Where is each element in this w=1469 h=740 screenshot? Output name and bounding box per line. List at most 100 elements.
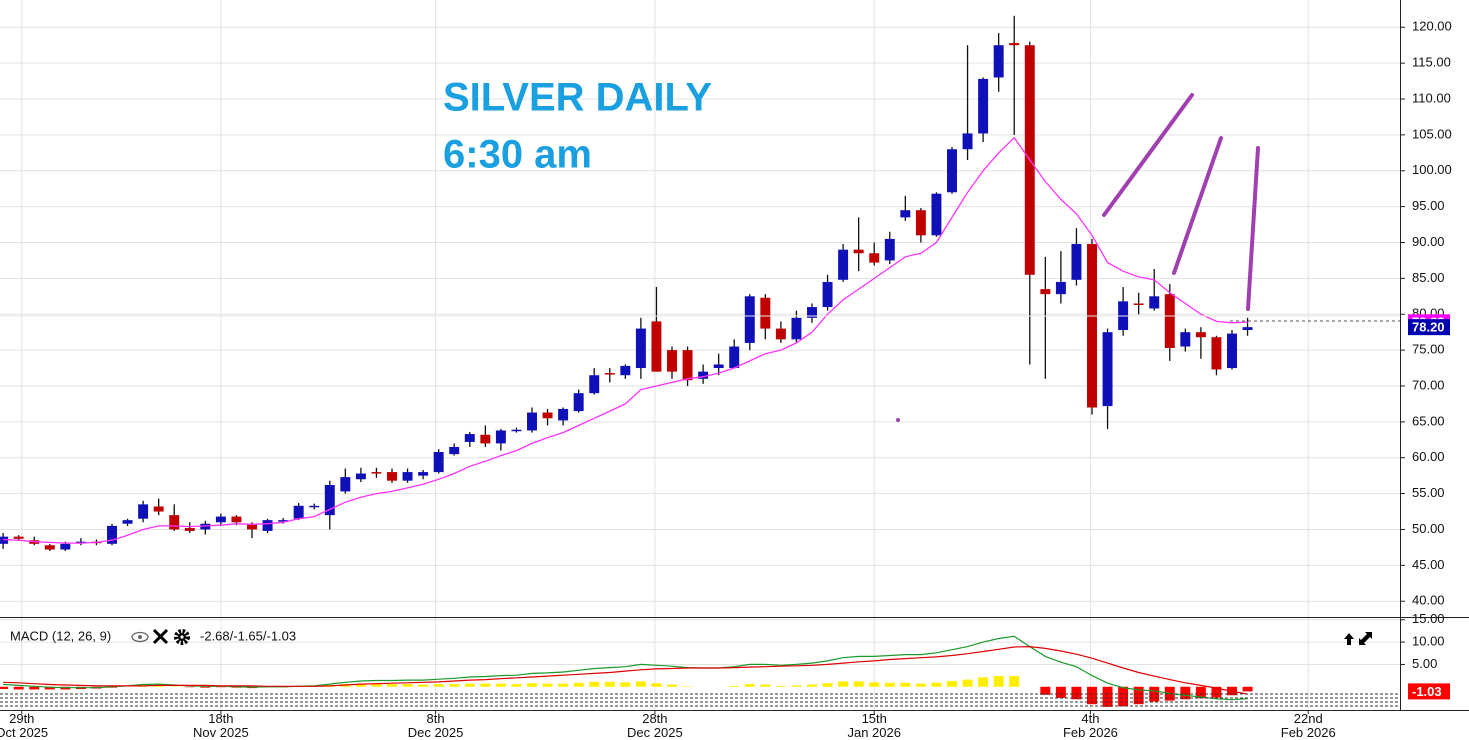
- candle-body: [1040, 289, 1051, 295]
- candle-body: [651, 321, 662, 372]
- candle-body: [402, 472, 413, 481]
- candle-body: [589, 375, 600, 394]
- candle-body: [138, 504, 149, 519]
- candle-body: [371, 472, 382, 474]
- chart-subtitle: 6:30 am: [443, 133, 592, 177]
- candle-body: [293, 505, 304, 519]
- price-marker: [1408, 683, 1450, 700]
- candle-body: [822, 281, 833, 308]
- candle-body: [527, 412, 537, 431]
- settings-icon[interactable]: [174, 629, 190, 645]
- macd-dashes: [0, 693, 1400, 707]
- histogram-bar: [355, 683, 366, 687]
- histogram-bar: [527, 683, 537, 687]
- candle-body: [1149, 296, 1160, 309]
- histogram-bar: [1040, 686, 1051, 695]
- histogram-bar: [915, 683, 926, 687]
- histogram-bar: [744, 684, 755, 687]
- candle-body: [278, 520, 289, 522]
- candle-body: [324, 484, 335, 516]
- histogram-bar: [511, 684, 522, 687]
- candle-body: [44, 545, 55, 550]
- histogram-bar: [480, 683, 491, 687]
- histogram-bar: [791, 685, 802, 687]
- histogram-bar: [1211, 686, 1222, 698]
- candle-body: [433, 451, 444, 473]
- trend-annotation: [1246, 146, 1260, 311]
- y-tick-label: 10.00: [1412, 634, 1445, 649]
- x-tick-label: 18th Nov 2025: [193, 711, 249, 740]
- move-icon[interactable]: [1344, 632, 1372, 645]
- candle-body: [542, 412, 553, 419]
- candle-body: [729, 346, 740, 369]
- histogram-bar: [822, 683, 833, 687]
- x-tick-label: 29th Oct 2025: [0, 711, 49, 740]
- histogram-bar: [900, 682, 911, 687]
- histogram-bar: [558, 683, 569, 687]
- candle-body: [1242, 327, 1253, 331]
- candle-body: [340, 477, 351, 492]
- histogram-bar: [200, 686, 211, 688]
- x-tick-label: 4th Feb 2026: [1062, 711, 1118, 740]
- histogram-bar: [1102, 686, 1113, 707]
- x-tick-label: 22nd Feb 2026: [1280, 711, 1336, 740]
- candle-body: [775, 328, 786, 340]
- price-marker-label: -1.03: [1412, 684, 1442, 699]
- histogram-bar: [729, 685, 740, 687]
- histogram-bar: [573, 682, 584, 687]
- y-tick-label: 115.00: [1412, 55, 1451, 70]
- y-tick-label: 100.00: [1412, 162, 1452, 177]
- candle-body: [744, 296, 755, 343]
- histogram-bar: [931, 682, 942, 687]
- candle-body: [573, 393, 584, 412]
- candle-body: [698, 371, 709, 379]
- histogram-bar: [13, 686, 24, 690]
- candle-body: [558, 408, 569, 421]
- histogram-bar: [978, 677, 989, 687]
- candle-body: [1055, 281, 1066, 295]
- remove-icon[interactable]: [152, 628, 169, 645]
- y-tick-label: 50.00: [1412, 521, 1445, 536]
- candle-body: [713, 364, 724, 369]
- histogram-bar: [807, 684, 817, 687]
- candle-body: [1211, 337, 1222, 370]
- indicator-line: [3, 635, 1248, 701]
- y-tick-label: 105.00: [1412, 126, 1452, 141]
- candle-body: [978, 78, 989, 134]
- candle-body: [184, 528, 195, 531]
- grid: [0, 0, 1400, 710]
- candle-body: [962, 133, 973, 150]
- histogram-bar: [962, 679, 973, 687]
- candle-body: [1133, 303, 1144, 305]
- candle-body: [853, 249, 864, 254]
- histogram-bar: [869, 682, 880, 687]
- y-tick-label: 60.00: [1412, 449, 1445, 464]
- candle-body: [1195, 332, 1206, 338]
- y-tick-label: 95.00: [1412, 198, 1445, 213]
- candle-body: [620, 365, 631, 376]
- eye-icon[interactable]: [131, 631, 149, 643]
- y-tick-label: 40.00: [1412, 593, 1445, 608]
- histogram-bar: [667, 684, 677, 687]
- candle-body: [1227, 333, 1237, 369]
- y-tick-label: 45.00: [1412, 557, 1445, 572]
- histogram-bar: [635, 681, 646, 687]
- chart-title: SILVER DAILY: [443, 76, 712, 120]
- candle-body: [262, 520, 273, 531]
- y-tick-label: 110.00: [1412, 90, 1451, 105]
- candle-body: [1164, 294, 1175, 348]
- indicator-title: MACD (12, 26, 9): [10, 628, 111, 643]
- trend-annotation: [1102, 93, 1194, 217]
- candle-body: [760, 297, 771, 329]
- histogram-bar: [387, 684, 397, 687]
- histogram-bar: [44, 686, 55, 690]
- histogram-bar: [153, 685, 164, 687]
- histogram-bar: [1242, 686, 1253, 692]
- candle-body: [13, 536, 24, 539]
- candle-body: [947, 149, 957, 193]
- x-tick-label: 8th Dec 2025: [407, 711, 464, 740]
- histogram-bar: [604, 681, 615, 687]
- indicator-readout: -2.68/-1.65/-1.03: [200, 628, 296, 643]
